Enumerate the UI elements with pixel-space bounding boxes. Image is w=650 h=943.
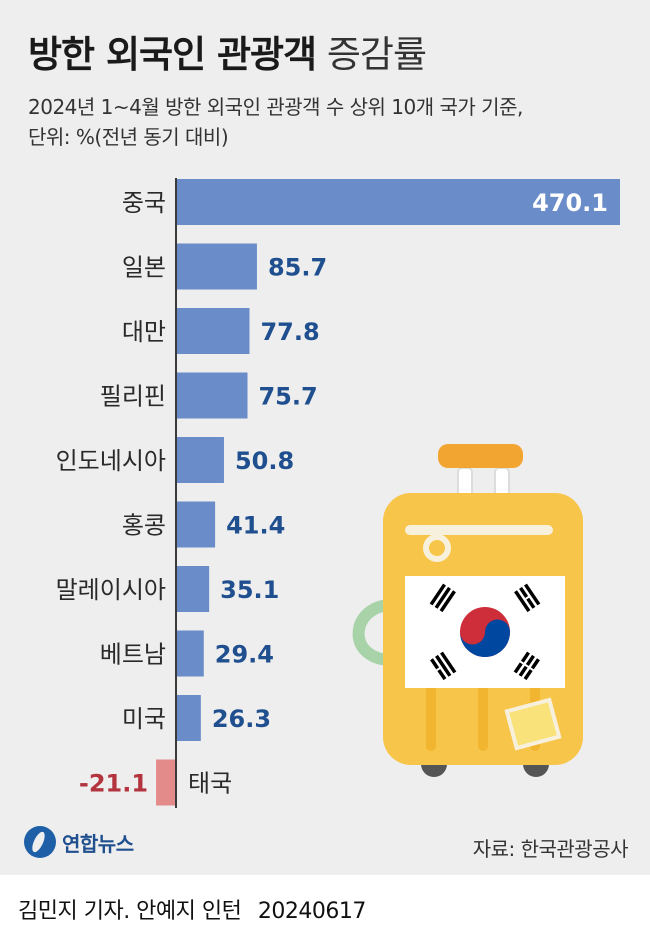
bar-chart: 중국 470.1 일본 85.7 대만 77.8 필리핀 75.7 인도네시아 50.8 홍콩 41.…	[56, 178, 620, 808]
subtitle-line2: 단위: %(전년 동기 대비)	[28, 125, 229, 149]
category-label: 중국	[122, 189, 166, 217]
value-label: 50.8	[235, 447, 294, 475]
category-label: 필리핀	[100, 383, 166, 411]
byline-authors: 김민지 기자. 안예지 인턴	[18, 899, 242, 924]
footer: 김민지 기자. 안예지 인턴 20240617	[0, 875, 650, 943]
bar	[176, 372, 248, 419]
value-label: 75.7	[258, 383, 317, 411]
byline: 김민지 기자. 안예지 인턴 20240617	[18, 893, 366, 925]
category-label: 인도네시아	[56, 447, 166, 475]
byline-date: 20240617	[257, 899, 366, 924]
title-sub: 증감률	[326, 33, 427, 76]
bar	[156, 759, 176, 806]
category-label: 일본	[122, 254, 166, 282]
chart-title: 방한 외국인 관광객 증감률	[28, 24, 427, 78]
category-label: 말레이시아	[56, 576, 166, 604]
value-label: 29.4	[215, 641, 274, 669]
category-label: 미국	[122, 705, 166, 733]
category-label: 태국	[188, 770, 232, 798]
logo-text: 연합뉴스	[62, 831, 134, 856]
value-label: 41.4	[226, 512, 285, 540]
bar	[176, 695, 201, 741]
category-label: 홍콩	[122, 512, 166, 540]
bar	[176, 501, 216, 548]
bar	[176, 630, 204, 677]
bar	[176, 566, 210, 612]
value-label: 26.3	[212, 705, 271, 733]
value-label: 85.7	[268, 254, 327, 282]
source-note: 자료: 한국관광공사	[472, 837, 629, 861]
yonhap-logo-icon	[24, 826, 56, 858]
title-main: 방한 외국인 관광객	[28, 33, 317, 76]
chart-subtitle: 2024년 1~4월 방한 외국인 관광객 수 상위 10개 국가 기준, 단위…	[28, 92, 523, 152]
bar	[176, 179, 620, 225]
category-label: 베트남	[100, 641, 166, 669]
category-label: 대만	[122, 318, 166, 346]
korean-flag	[405, 576, 565, 688]
yonhap-logo: 연합뉴스	[24, 826, 134, 858]
value-label: 470.1	[532, 189, 608, 217]
value-label: -21.1	[79, 770, 148, 798]
value-label: 35.1	[220, 576, 279, 604]
suitcase-illustration	[352, 444, 583, 777]
suitcase-handle-top	[438, 444, 523, 468]
sticker	[504, 697, 562, 751]
suitcase-side-handle	[352, 599, 398, 666]
bar	[176, 308, 250, 354]
bar	[176, 243, 257, 290]
subtitle-line1: 2024년 1~4월 방한 외국인 관광객 수 상위 10개 국가 기준,	[28, 95, 523, 119]
value-label: 77.8	[260, 318, 319, 346]
bar	[176, 437, 224, 483]
